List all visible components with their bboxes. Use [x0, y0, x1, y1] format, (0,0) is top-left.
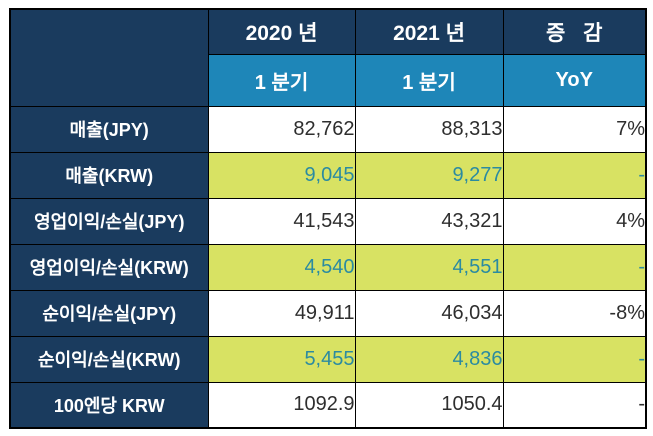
cell-2021: 46,034 — [354, 289, 504, 337]
financial-results-table: 2020 년 2021 년 증 감 1 분기 1 분기 YoY 매출(JPY) … — [9, 8, 647, 429]
cell-yoy: - — [502, 381, 647, 429]
corner-cell — [9, 8, 209, 107]
row-label: 영업이익/손실(KRW) — [9, 243, 209, 291]
header-year-2021: 2021 년 — [354, 8, 504, 55]
cell-2020: 82,762 — [207, 105, 356, 153]
table-row-operating-krw: 영업이익/손실(KRW) 4,540 4,551 - — [9, 243, 647, 291]
row-label: 100엔당 KRW — [9, 381, 209, 429]
cell-2021: 43,321 — [354, 197, 504, 245]
cell-2020: 1092.9 — [207, 381, 356, 429]
cell-yoy: 4% — [502, 197, 647, 245]
cell-2021: 9,277 — [354, 151, 504, 199]
cell-yoy: - — [502, 151, 647, 199]
header-year-2020: 2020 년 — [207, 8, 356, 55]
cell-2021: 4,551 — [354, 243, 504, 291]
table-row-operating-jpy: 영업이익/손실(JPY) 41,543 43,321 4% — [9, 197, 647, 245]
row-label: 영업이익/손실(JPY) — [9, 197, 209, 245]
row-label: 매출(KRW) — [9, 151, 209, 199]
header-yoy: YoY — [502, 53, 647, 107]
row-label: 매출(JPY) — [9, 105, 209, 153]
row-label: 순이익/손실(KRW) — [9, 335, 209, 383]
cell-2021: 4,836 — [354, 335, 504, 383]
cell-2020: 41,543 — [207, 197, 356, 245]
cell-yoy: - — [502, 335, 647, 383]
table-row-net-jpy: 순이익/손실(JPY) 49,911 46,034 -8% — [9, 289, 647, 337]
cell-yoy: - — [502, 243, 647, 291]
cell-2021: 88,313 — [354, 105, 504, 153]
cell-2021: 1050.4 — [354, 381, 504, 429]
table-row-sales-jpy: 매출(JPY) 82,762 88,313 7% — [9, 105, 647, 153]
header-quarter-2020: 1 분기 — [207, 53, 356, 107]
table-row-exchange-rate: 100엔당 KRW 1092.9 1050.4 - — [9, 381, 647, 429]
table-row-sales-krw: 매출(KRW) 9,045 9,277 - — [9, 151, 647, 199]
header-change: 증 감 — [502, 8, 647, 55]
cell-yoy: -8% — [502, 289, 647, 337]
cell-2020: 4,540 — [207, 243, 356, 291]
cell-2020: 49,911 — [207, 289, 356, 337]
table-row-net-krw: 순이익/손실(KRW) 5,455 4,836 - — [9, 335, 647, 383]
cell-2020: 9,045 — [207, 151, 356, 199]
header-row-years: 2020 년 2021 년 증 감 — [9, 8, 647, 107]
row-label: 순이익/손실(JPY) — [9, 289, 209, 337]
cell-yoy: 7% — [502, 105, 647, 153]
header-quarter-2021: 1 분기 — [354, 53, 504, 107]
cell-2020: 5,455 — [207, 335, 356, 383]
header-row-quarters: 1 분기 1 분기 YoY — [10, 53, 647, 107]
